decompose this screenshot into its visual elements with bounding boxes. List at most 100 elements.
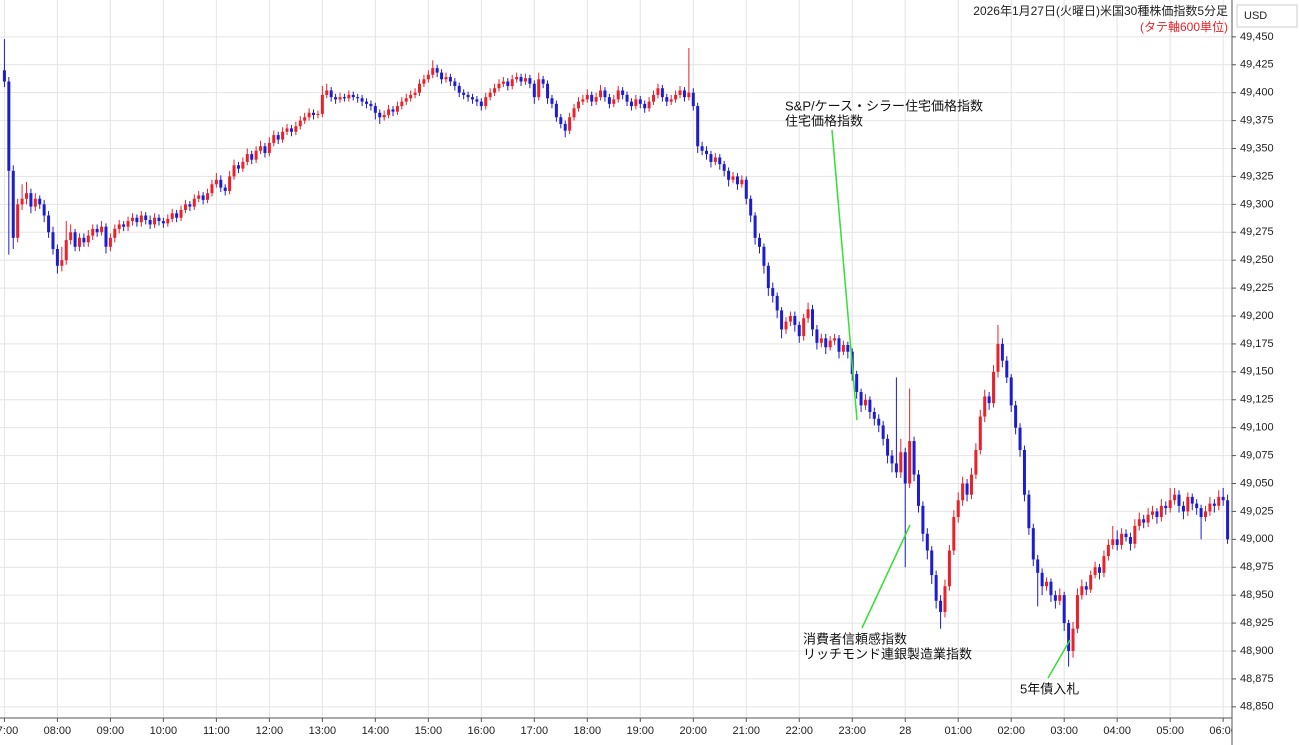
candle-body — [1071, 628, 1075, 652]
candle-body — [2, 70, 6, 82]
grid — [0, 0, 1232, 718]
candle-body — [387, 109, 391, 116]
y-tick-label: 48,925 — [1240, 617, 1274, 629]
candle-body — [281, 131, 285, 140]
candle-body — [735, 176, 739, 185]
candle-body — [952, 517, 956, 551]
x-tick-label: 10:00 — [150, 725, 178, 737]
y-tick-label: 49,125 — [1240, 394, 1274, 406]
candle-body — [563, 123, 567, 131]
candle-body — [38, 198, 42, 205]
candle-body — [612, 99, 616, 104]
candle-body — [523, 78, 527, 82]
candle-body — [86, 235, 90, 243]
candle-body — [833, 338, 837, 341]
candle-body — [956, 500, 960, 518]
candle-body — [1120, 533, 1124, 545]
candle-body — [82, 237, 86, 243]
candle-body — [1124, 533, 1128, 538]
candle-body — [1045, 581, 1049, 587]
candle-body — [510, 79, 514, 86]
candle-body — [607, 97, 611, 104]
candle-body — [762, 246, 766, 266]
candle-body — [272, 135, 276, 143]
candle-body — [1177, 494, 1181, 506]
candle-body — [391, 109, 395, 112]
candle-body — [863, 399, 867, 406]
y-tick-label: 48,900 — [1240, 645, 1274, 657]
candle-body — [108, 237, 112, 247]
candle-body — [236, 165, 240, 169]
annotation-line — [861, 524, 911, 629]
x-tick-label: 23:00 — [838, 725, 866, 737]
candle-body — [276, 135, 280, 140]
candle-body — [175, 213, 179, 218]
candle-body — [709, 154, 713, 162]
candle-body — [740, 179, 744, 185]
candle-body — [153, 217, 157, 225]
x-tick-label: 22:00 — [785, 725, 813, 737]
candle-body — [506, 81, 510, 86]
x-tick-label: 15:00 — [415, 725, 443, 737]
candle-body — [55, 249, 59, 266]
y-tick-label: 49,225 — [1240, 282, 1274, 294]
candle-body — [1053, 595, 1057, 601]
candle-body — [320, 94, 324, 114]
candle-body — [1080, 586, 1084, 596]
x-tick-label: 07:00 — [0, 725, 18, 737]
annotation-text: S&P/ケース・シラー住宅価格指数 — [785, 98, 983, 113]
candle-body — [73, 232, 77, 247]
candle-body — [148, 219, 152, 225]
candle-body — [828, 340, 832, 348]
candle-body — [104, 226, 108, 247]
candle-body — [731, 176, 735, 180]
candle-body — [448, 77, 452, 82]
candle-body — [24, 193, 28, 199]
candle-body — [241, 161, 245, 169]
x-tick-label: 01:00 — [944, 725, 972, 737]
y-tick-label: 49,200 — [1240, 310, 1274, 322]
candle-body — [992, 371, 996, 404]
y-tick-label: 49,275 — [1240, 226, 1274, 238]
candle-body — [1164, 505, 1168, 509]
candle-body — [784, 321, 788, 330]
candle-body — [130, 217, 134, 222]
candle-body — [758, 237, 762, 247]
candle-body — [462, 92, 466, 95]
candle-body — [228, 176, 232, 191]
candle-body — [983, 396, 987, 417]
candle-body — [210, 184, 214, 194]
candle-body — [1098, 567, 1102, 573]
candle-body — [488, 92, 492, 98]
candle-body — [365, 101, 369, 104]
candle-body — [435, 68, 439, 73]
candle-body — [554, 103, 558, 118]
currency-box — [1236, 4, 1298, 28]
candle-body — [1137, 519, 1141, 526]
candle-body — [422, 79, 426, 84]
candle-body — [135, 217, 139, 223]
candle-body — [903, 452, 907, 484]
x-tick-label: 02:00 — [997, 725, 1025, 737]
candle-body — [1075, 595, 1079, 629]
candle-body — [647, 101, 651, 109]
candle-body — [872, 412, 876, 419]
candle-body — [16, 204, 20, 238]
candle-body — [1151, 511, 1155, 515]
candle-body — [303, 117, 307, 121]
candle-body — [254, 150, 258, 160]
candle-body — [126, 221, 130, 227]
candle-body — [1115, 539, 1119, 545]
candle-body — [912, 441, 916, 475]
y-tick-label: 49,250 — [1240, 254, 1274, 266]
candle-body — [501, 81, 505, 84]
candle-body — [1031, 528, 1035, 560]
candle-body — [113, 228, 117, 238]
candle-body — [718, 157, 722, 165]
candle-body — [139, 215, 143, 223]
candle-body — [117, 224, 121, 229]
candle-body — [581, 99, 585, 102]
x-tick-label: 08:00 — [44, 725, 72, 737]
candle-body — [1014, 405, 1018, 428]
